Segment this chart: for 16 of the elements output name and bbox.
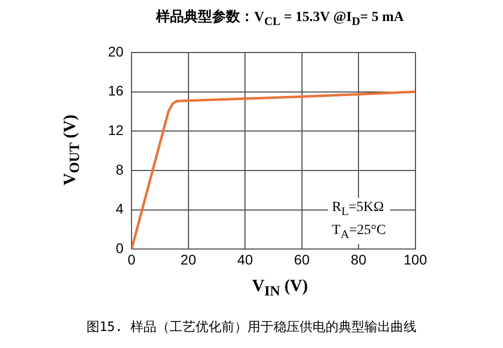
x-tick-label: 0 — [128, 251, 136, 268]
chart-title: 样品典型参数：V$_{CL}$ = 15.3V @I$_{D}$= 5 mA — [154, 8, 405, 28]
x-tick-label: 100 — [404, 251, 428, 268]
x-axis-title: V$_{IN}$ (V) — [251, 276, 309, 300]
y-tick-label: 8 — [116, 161, 124, 178]
y-tick-label: 16 — [108, 82, 124, 99]
y-tick-label: 4 — [116, 200, 124, 217]
y-tick-label: 0 — [116, 240, 124, 256]
x-tick-label: 20 — [180, 251, 196, 268]
y-tick-label: 12 — [108, 122, 124, 138]
x-tick-label: 60 — [294, 251, 310, 268]
caption: 图15. 样品（工艺优化前）用于稳压供电的典型输出曲线 — [85, 319, 418, 336]
y-tick-label: 20 — [108, 43, 124, 60]
x-tick-label: 40 — [237, 251, 254, 268]
x-tick-label: 80 — [350, 251, 367, 268]
annotation: R$_{L}$=5KΩ T$_{A}$=25°C — [328, 198, 390, 244]
